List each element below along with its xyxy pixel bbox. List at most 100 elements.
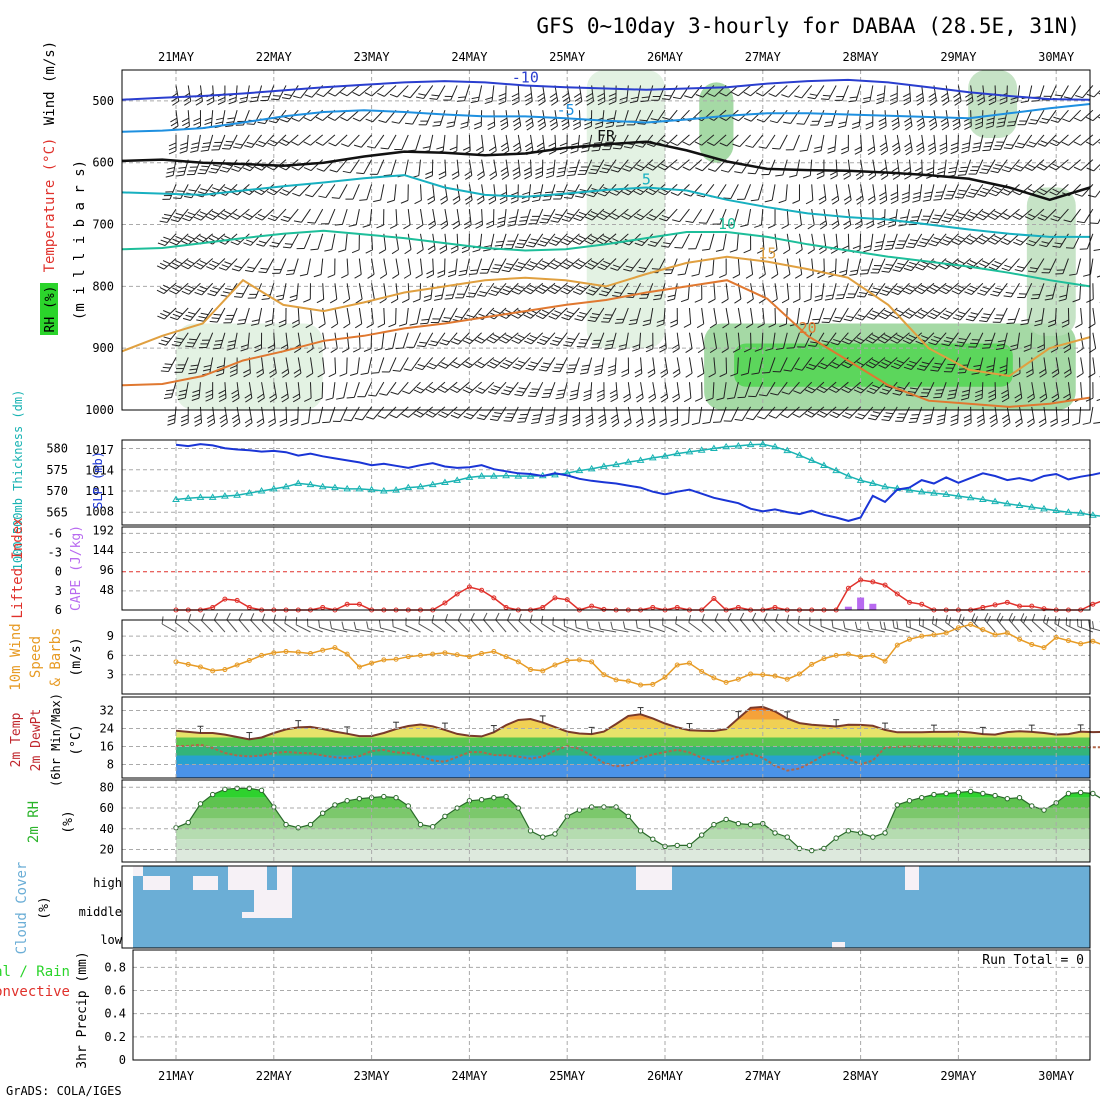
barb-staff [165,332,177,346]
barb-flag [470,100,479,104]
barb-staff [420,258,423,275]
barb-flag [621,372,629,377]
barb-flag [634,368,642,374]
wind-barb [957,159,972,176]
wind-barb [807,209,815,230]
barb-flag [233,165,242,169]
wind-barb [321,208,336,225]
wind-barb [462,332,482,345]
barb-flag [182,121,190,127]
barb-flag [530,238,539,241]
barb-flag [168,146,177,151]
wind-barb [264,307,275,327]
barb-flag [462,363,470,369]
barb-flag [460,121,469,125]
wind-barb [341,332,350,353]
barb-staff [811,233,815,250]
barb-flag [579,170,587,172]
barb-staff [481,332,495,344]
barb-flag [600,263,608,268]
barb-flag [939,146,947,151]
wind-barb [428,209,436,230]
barb-flag [577,173,586,175]
wind-barb [878,110,887,131]
barb-staff [684,258,690,275]
barb-flag [184,195,192,199]
barb-flag [563,262,571,267]
barb-flag [452,195,460,201]
barb-flag [329,298,338,304]
wind-barb [405,109,421,125]
barb-flag [588,289,596,293]
barb-flag [226,314,235,316]
barb-flag [843,171,851,176]
barb-flag [539,240,548,244]
barb-staff [468,209,472,226]
barb-flag [250,96,259,99]
barb-staff [261,183,275,196]
barb-staff [579,282,592,295]
barb-flag [594,368,603,372]
barb-flag [304,94,313,98]
barb-staff [555,233,568,246]
wind-barb [487,110,496,130]
barb-flag [685,372,693,378]
wind-barb [307,208,324,224]
barb-staff [322,357,325,374]
wind-barb [360,357,373,375]
barb-staff [166,208,177,223]
barb-flag [839,269,847,273]
barb-flag [548,142,556,147]
barb-flag [493,309,501,314]
barb-flag [570,150,578,154]
barb-flag [647,368,655,374]
barb-flag [533,191,542,195]
barb-flag [385,347,393,351]
barb-staff [497,406,507,421]
barb-flag [1075,323,1083,328]
barb-staff [345,233,348,250]
barb-flag [169,241,177,246]
wind-barb [318,184,336,199]
barb-flag [937,414,946,418]
wind-barb [415,258,423,279]
barb-flag [525,100,533,106]
barb-staff [542,307,556,320]
wind-barb [463,209,472,230]
wind-barb [345,184,360,200]
barb-flag [604,164,612,167]
wind-barb [905,233,923,249]
barb-flag [379,298,387,304]
barb-flag [566,235,574,240]
wind-barb [922,184,935,202]
wind-barb [490,258,507,273]
barb-flag [215,117,224,121]
barb-staff [341,208,348,225]
barb-flag [720,169,729,173]
barb-flag [223,322,231,324]
wind-barb [316,283,325,304]
barb-flag [260,99,268,102]
barb-flag [513,142,520,148]
barb-flag [904,121,912,127]
wind-barb [605,110,617,128]
wind-barb [542,184,556,201]
barb-flag [403,224,411,230]
barb-flag [832,224,840,230]
barb-staff [241,283,250,298]
barb-flag [427,195,435,201]
barb-flag [719,274,727,279]
barb-staff [761,209,764,226]
barb-flag [494,412,502,415]
wind-barb [191,382,201,401]
barb-staff [321,382,324,399]
barb-staff [664,406,667,423]
barb-flag [237,322,245,325]
barb-flag [530,361,539,365]
wind-barb [181,233,201,245]
barb-flag [950,414,959,419]
barb-flag [453,411,462,416]
barb-flag [814,146,822,149]
barb-staff [163,258,177,270]
barb-flag [211,317,220,320]
